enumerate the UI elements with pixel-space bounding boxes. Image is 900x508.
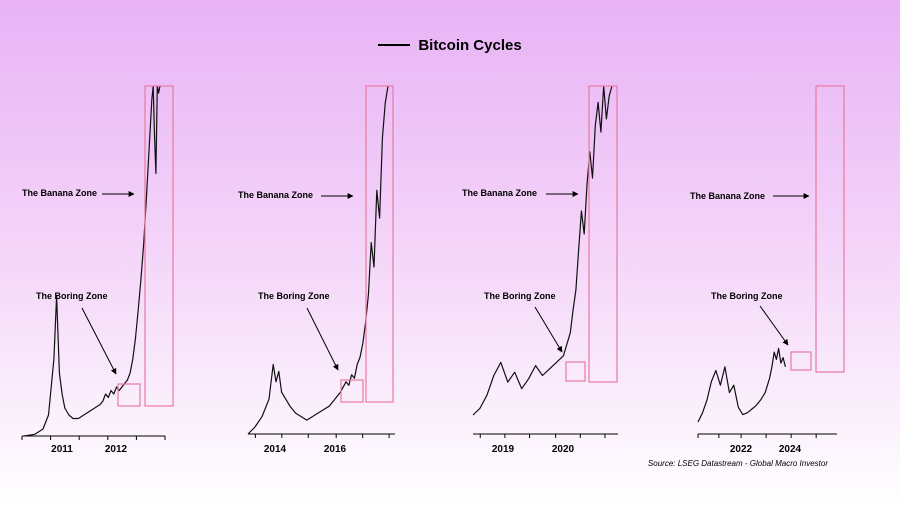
panel-svg-2 xyxy=(247,85,395,438)
banana-zone-box xyxy=(588,85,618,383)
boring-zone-arrow xyxy=(534,306,563,353)
cycle-panel-3: The Banana Zone The Boring Zone 2019 202… xyxy=(450,0,675,508)
x-tick-label: 2022 xyxy=(729,444,753,455)
panel-svg-1 xyxy=(21,85,174,440)
boring-zone-arrow xyxy=(759,305,789,346)
cycle-panel-4: The Banana Zone The Boring Zone 2022 202… xyxy=(675,0,900,508)
price-series-line xyxy=(23,85,161,437)
boring-zone-label: The Boring Zone xyxy=(36,291,108,301)
price-series-line xyxy=(472,85,613,416)
panel-svg-3 xyxy=(472,85,618,438)
x-tick-label: 2019 xyxy=(491,444,515,455)
boring-zone-box xyxy=(117,383,141,407)
boring-zone-label: The Boring Zone xyxy=(484,291,556,301)
boring-zone-box xyxy=(565,361,586,382)
cycle-panel-1: The Banana Zone The Boring Zone 2011 201… xyxy=(0,0,225,508)
banana-zone-label: The Banana Zone xyxy=(22,188,98,198)
banana-zone-box xyxy=(365,85,394,403)
price-series-line xyxy=(697,347,786,423)
boring-zone-arrow xyxy=(81,307,117,375)
x-tick-label: 2011 xyxy=(51,444,73,455)
chart-title: Bitcoin Cycles xyxy=(418,36,522,54)
x-tick-label: 2012 xyxy=(104,444,128,455)
boring-zone-box xyxy=(340,379,364,403)
boring-zone-label: The Boring Zone xyxy=(711,291,783,301)
price-series-line xyxy=(247,85,389,435)
banana-zone-box xyxy=(144,85,174,407)
panel-svg-4 xyxy=(697,85,845,438)
banana-zone-label: The Banana Zone xyxy=(238,190,314,200)
banana-zone-label: The Banana Zone xyxy=(462,188,538,198)
boring-zone-label: The Boring Zone xyxy=(258,291,330,301)
chart-title-row: Bitcoin Cycles xyxy=(0,34,900,56)
banana-zone-box xyxy=(815,85,845,373)
x-tick-label: 2014 xyxy=(263,444,287,455)
x-tick-label: 2024 xyxy=(778,444,802,455)
x-tick-label: 2020 xyxy=(551,444,575,455)
boring-zone-box xyxy=(790,351,812,371)
x-tick-label: 2016 xyxy=(323,444,347,455)
boring-zone-arrow xyxy=(306,307,339,371)
banana-zone-label: The Banana Zone xyxy=(690,191,766,201)
cycle-panel-2: The Banana Zone The Boring Zone 2014 201… xyxy=(225,0,450,508)
source-note: Source: LSEG Datastream - Global Macro I… xyxy=(647,459,828,468)
legend-line-marker xyxy=(378,44,411,46)
